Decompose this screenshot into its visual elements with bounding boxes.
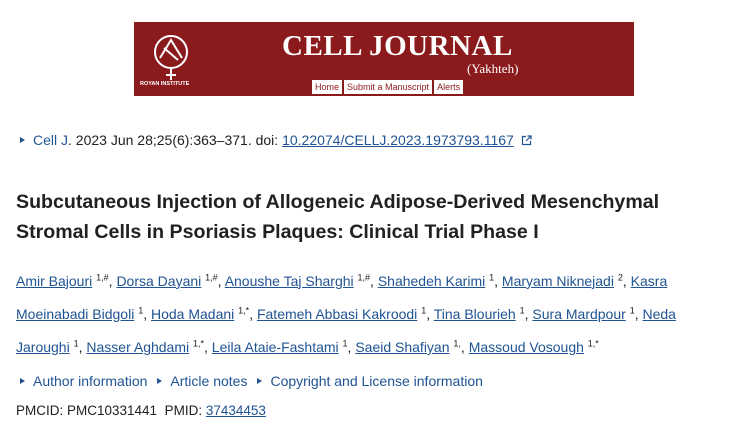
author-link[interactable]: Saeid Shafiyan [355,338,450,355]
separator: , [249,305,254,322]
author-affiliation: 2 [617,272,623,282]
author-affiliation: 1, [453,338,461,349]
nav-link[interactable]: Alerts [434,80,464,94]
identifiers: PMCID: PMC10331441 PMID: 37434453 [16,403,266,418]
author-affiliation: 1 [138,305,144,316]
journal-subtitle: (Yakhteh) [467,61,519,76]
separator: , [460,338,465,355]
expand-icon [20,378,25,384]
doi-link[interactable]: 10.22074/CELLJ.2023.1973793.1167 [282,132,514,148]
author-affiliation: 1,# [205,272,218,282]
journal-title: CELL JOURNAL [282,30,513,62]
citation-details: . 2023 Jun 28;25(6):363–371. doi: [68,132,283,148]
article-title: Subcutaneous Injection of Allogeneic Adi… [16,191,660,243]
author-affiliation: 1,* [587,338,599,349]
expand-icon [157,378,163,384]
separator: , [622,272,627,289]
author-info-link[interactable]: Author information [33,373,148,389]
author-link[interactable]: Dorsa Dayani [116,272,202,289]
citation: Cell J. 2023 Jun 28;25(6):363–371. doi: … [20,132,532,148]
author-affiliation: 1 [342,338,348,349]
separator: , [217,272,222,289]
author-link[interactable]: Tina Blourieh [433,305,516,322]
author-link[interactable]: Kasra Moeinabadi Bidgoli [16,272,668,322]
author-link[interactable]: Anoushe Taj Sharghi [224,272,354,289]
author-link[interactable]: Massoud Vosough [468,338,584,355]
author-affiliation: 1,# [96,272,109,282]
nav-link[interactable]: Home [312,80,343,94]
banner-nav: Home Submit a Manuscript Alerts [312,80,464,94]
author-affiliation: 1 [629,305,635,316]
separator: , [347,338,352,355]
separator: , [524,305,529,322]
separator: , [143,305,148,322]
separator: , [204,338,208,355]
author-link[interactable]: Shahedeh Karimi [377,272,486,289]
separator: , [108,272,113,289]
nav-link[interactable]: Submit a Manuscript [344,80,433,94]
author-affiliation: 1 [73,338,79,349]
separator: , [494,272,499,289]
author-link[interactable]: Leila Ataie-Fashtami [211,338,339,355]
expand-icon [20,137,25,143]
author-link[interactable]: Hoda Madani [151,305,235,322]
pmid-link[interactable]: 37434453 [205,403,266,418]
author-link[interactable]: Sura Mardpour [532,305,626,322]
separator: , [370,272,374,289]
article-notes-link[interactable]: Article notes [170,373,248,389]
author-link[interactable]: Amir Bajouri [16,272,93,289]
author-link[interactable]: Fatemeh Abbasi Kakroodi [256,305,418,322]
author-affiliation: 1 [519,305,525,316]
article-links: Author information Article notes Copyrig… [20,373,483,389]
pmcid: PMCID: PMC10331441 [16,403,158,418]
author-link[interactable]: Nasser Aghdami [86,338,190,355]
external-icon [521,135,532,146]
author-affiliation: 1,# [357,272,371,282]
journal-link[interactable]: Cell J [33,132,69,148]
institute-name: ROYAN INSTITUTE [140,81,190,87]
author-link[interactable]: Maryam Niknejadi [501,272,614,289]
license-link[interactable]: Copyright and License information [270,373,483,389]
author-link[interactable]: Neda Jaroughi [16,305,676,355]
author-affiliation: 1,* [193,338,205,349]
separator: , [634,305,639,322]
separator: , [426,305,431,322]
author-list: Amir Bajouri 1,#, Dorsa Dayani 1,#, Anou… [16,263,716,362]
author-affiliation: 1 [489,272,495,282]
logo [154,35,188,80]
journal-banner: ROYAN INSTITUTE CELL JOURNAL (Yakhteh) H… [134,22,634,96]
author-affiliation: 1 [421,305,427,316]
pmid-label: PMID: [164,403,203,418]
author-affiliation: 1,* [238,305,250,316]
expand-icon [257,378,263,384]
separator: , [78,338,83,355]
